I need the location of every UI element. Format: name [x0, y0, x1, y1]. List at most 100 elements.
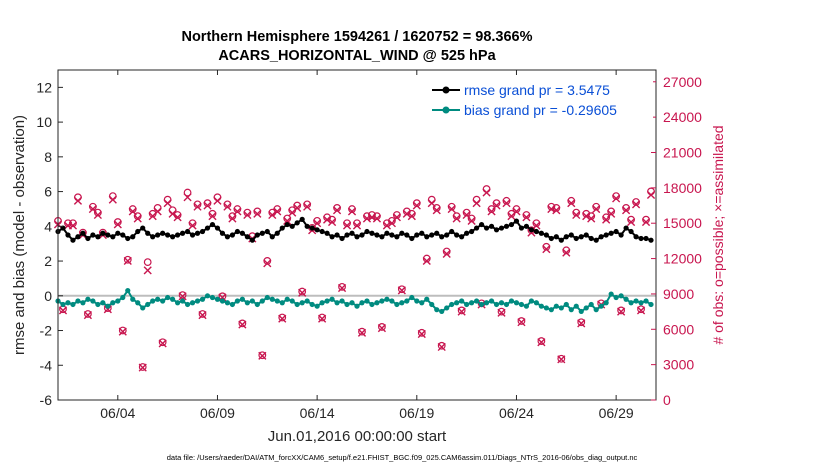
rmse-point	[344, 232, 350, 238]
obs-assimilated-marker	[273, 207, 282, 216]
rmse-point	[209, 221, 216, 228]
bias-point	[424, 296, 430, 302]
rmse-point	[553, 234, 559, 240]
bias-point	[304, 298, 310, 304]
rmse-point	[349, 230, 355, 236]
obs-assimilated-marker	[108, 195, 117, 204]
bias-point	[419, 300, 425, 306]
bias-point	[239, 296, 245, 302]
obs-assimilated-marker	[193, 202, 202, 211]
obs-assimilated-marker	[422, 256, 431, 266]
x-tick-label: 06/14	[300, 405, 335, 421]
obs-assimilated-marker	[512, 207, 521, 216]
obs-assimilated-marker	[562, 248, 571, 257]
rmse-point	[199, 228, 206, 235]
rmse-point	[548, 235, 554, 242]
bias-point	[80, 300, 86, 306]
rmse-point	[583, 232, 589, 238]
rmse-point	[578, 234, 584, 240]
obs-possible-marker	[397, 285, 406, 294]
bias-point	[75, 298, 81, 304]
obs-assimilated-marker	[646, 190, 656, 200]
rmse-point	[254, 232, 260, 238]
obs-assimilated-marker	[303, 202, 312, 211]
rmse-point	[498, 225, 505, 231]
rmse-point	[429, 232, 435, 238]
obs-assimilated-marker	[402, 209, 411, 218]
rmse-point	[419, 230, 425, 236]
rmse-point	[95, 234, 101, 240]
rmse-point	[269, 234, 275, 240]
y-tick-label: 12	[36, 79, 52, 95]
obs-assimilated-marker	[253, 209, 262, 218]
obs-possible-marker	[437, 341, 446, 350]
rmse-point	[404, 232, 410, 238]
y-tick-label: 4	[44, 218, 52, 234]
bias-point	[254, 301, 260, 308]
obs-assimilated-marker	[83, 311, 92, 320]
obs-assimilated-marker	[118, 327, 127, 336]
rmse-point	[638, 235, 644, 242]
rmse-point	[389, 232, 395, 238]
bias-point	[279, 300, 285, 306]
rmse-point	[279, 225, 285, 231]
obs-assimilated-marker	[347, 207, 357, 216]
bias-point	[553, 303, 559, 309]
rmse-point	[359, 232, 365, 238]
rmse-point	[444, 232, 450, 238]
obs-assimilated-marker	[228, 214, 237, 223]
obs-assimilated-marker	[243, 210, 252, 220]
obs-possible-marker	[497, 307, 506, 316]
rmse-point	[324, 230, 330, 236]
y-tick-label: -2	[40, 323, 53, 339]
bias-point	[379, 298, 385, 304]
y2-tick-label: 0	[663, 392, 671, 408]
rmse-point	[314, 227, 320, 233]
rmse-point	[110, 234, 116, 240]
rmse-point	[379, 234, 385, 240]
obs-assimilated-marker	[238, 320, 247, 329]
obs-assimilated-marker	[203, 201, 212, 210]
legend-rmse-marker	[442, 86, 450, 94]
rmse-point	[120, 232, 126, 238]
obs-assimilated-marker	[163, 199, 172, 208]
bias-point	[155, 296, 161, 302]
bias-point	[249, 298, 255, 304]
rmse-point	[125, 235, 131, 242]
x-axis-label: Jun.01,2016 00:00:00 start	[268, 428, 447, 445]
obs-assimilated-marker	[641, 217, 651, 227]
bias-point	[538, 303, 544, 309]
obs-assimilated-marker	[342, 221, 352, 230]
obs-assimilated-marker	[143, 266, 152, 275]
bias-point	[523, 303, 530, 309]
y2-tick-label: 24000	[663, 109, 702, 125]
y2-tick-label: 3000	[663, 357, 694, 373]
y2-tick-label: 27000	[663, 74, 702, 90]
bias-point	[593, 307, 599, 313]
obs-assimilated-marker	[552, 206, 561, 215]
rmse-point	[518, 225, 525, 231]
rmse-point	[613, 228, 619, 235]
bias-point	[324, 298, 330, 304]
rmse-point	[90, 232, 96, 238]
obs-possible-marker	[198, 310, 207, 318]
bias-point	[459, 298, 465, 304]
bias-point	[643, 298, 649, 304]
obs-assimilated-marker	[213, 196, 222, 205]
obs-possible-marker	[537, 337, 546, 345]
obs-assimilated-marker	[168, 209, 177, 218]
rmse-point	[140, 225, 146, 231]
obs-assimilated-marker	[223, 202, 232, 211]
obs-assimilated-marker	[572, 210, 581, 220]
rmse-point	[633, 234, 639, 240]
bias-point	[618, 293, 624, 299]
rmse-point	[299, 216, 305, 222]
obs-assimilated-marker	[636, 306, 646, 315]
x-tick-label: 06/24	[499, 405, 534, 421]
obs-possible-marker	[278, 313, 287, 322]
legend-bias-marker	[442, 106, 450, 114]
obs-possible-marker	[517, 317, 526, 325]
bias-point	[264, 294, 270, 301]
obs-possible-marker	[123, 255, 132, 264]
obs-assimilated-marker	[268, 210, 277, 220]
